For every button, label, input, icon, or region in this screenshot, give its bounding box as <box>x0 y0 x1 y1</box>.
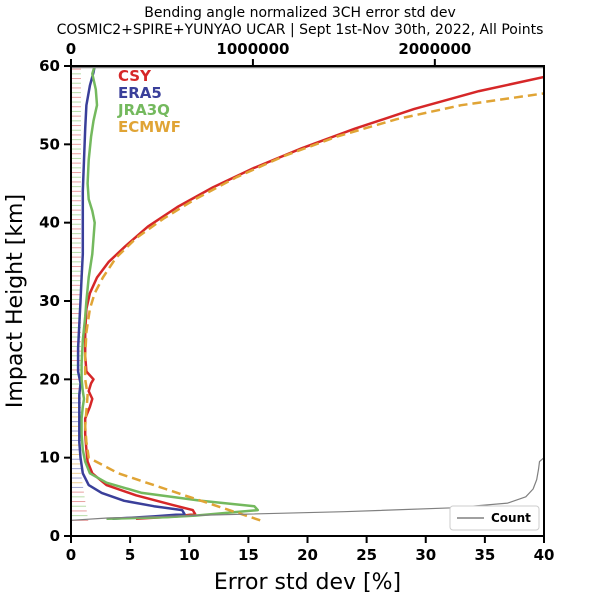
x-tick-label: 0 <box>66 546 76 564</box>
top-tick-label: 0 <box>66 40 76 58</box>
x-tick-label: 30 <box>415 546 436 564</box>
y-axis-label: Impact Height [km] <box>3 194 28 408</box>
top-tick-label: 1000000 <box>216 40 289 58</box>
x-axis-ticks: 0 5 10 15 20 25 30 35 40 <box>66 536 555 564</box>
top-count-axis-ticks: 0 1000000 2000000 <box>66 40 471 66</box>
count-legend-box <box>449 505 540 531</box>
x-tick-label: 15 <box>238 546 259 564</box>
count-legend: Count <box>449 505 540 531</box>
series-line-era5 <box>76 66 186 521</box>
x-tick-label: 5 <box>125 546 135 564</box>
y-tick-label: 50 <box>39 135 60 153</box>
count-legend-label: Count <box>491 511 531 525</box>
series-lines <box>71 66 544 522</box>
legend-entry-era5: ERA5 <box>118 84 162 102</box>
series-line-jra3q <box>80 66 260 521</box>
legend-entry-csy: CSY <box>118 67 152 85</box>
legend-entry-jra3q: JRA3Q <box>117 101 170 119</box>
chart-title: Bending angle normalized 3CH error std d… <box>144 5 456 21</box>
y-axis-ticks: 0 10 20 30 40 50 60 <box>39 57 71 545</box>
x-axis-label: Error std dev [%] <box>214 570 401 595</box>
y-tick-label: 40 <box>39 214 60 232</box>
y-tick-label: 20 <box>39 370 60 388</box>
y-tick-label: 0 <box>50 527 60 545</box>
chart-subtitle: COSMIC2+SPIRE+YUNYAO UCAR | Sept 1st-Nov… <box>57 22 544 38</box>
series-line-csy <box>83 75 544 521</box>
series-line-count <box>71 67 544 521</box>
series-line-ecmwf <box>83 92 544 522</box>
y-tick-label: 60 <box>39 57 60 75</box>
top-tick-label: 2000000 <box>398 40 471 58</box>
y-tick-label: 30 <box>39 292 60 310</box>
x-tick-label: 10 <box>179 546 200 564</box>
legend-entry-ecmwf: ECMWF <box>118 118 181 136</box>
y-tick-label: 10 <box>39 449 60 467</box>
x-tick-label: 40 <box>534 546 555 564</box>
x-tick-label: 20 <box>297 546 318 564</box>
x-tick-label: 25 <box>356 546 377 564</box>
x-tick-label: 35 <box>474 546 495 564</box>
plot-area-frame <box>70 65 545 537</box>
